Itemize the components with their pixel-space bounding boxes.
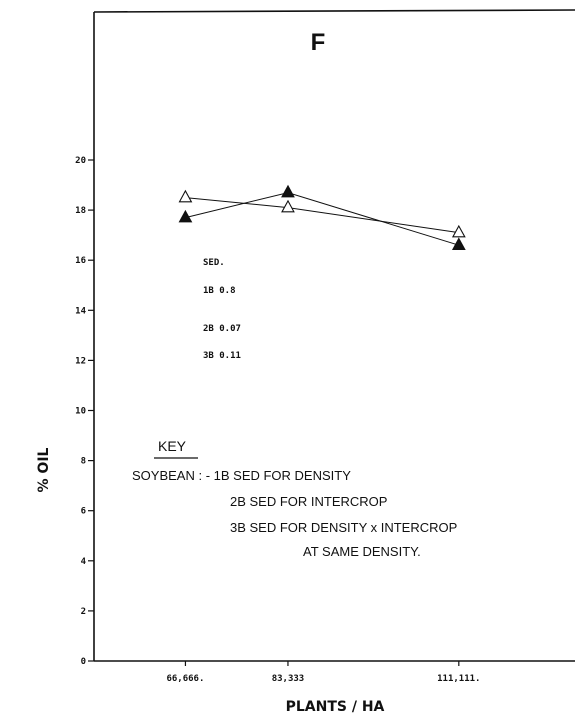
key-line-4: AT SAME DENSITY. bbox=[303, 544, 421, 559]
top-border-line bbox=[93, 9, 575, 13]
key-heading: KEY bbox=[158, 438, 187, 454]
y-tick-label: 18 bbox=[75, 206, 86, 216]
sed-block: SED. 1B 0.8 2B 0.07 3B 0.11 bbox=[203, 258, 241, 361]
y-tick-label: 10 bbox=[75, 407, 86, 417]
y-tick-label: 2 bbox=[81, 607, 86, 617]
x-axis-title: PLANTS / HA bbox=[286, 699, 385, 715]
sed-row-3b: 3B 0.11 bbox=[203, 351, 241, 361]
y-tick-label: 6 bbox=[81, 507, 86, 517]
y-tick-label: 16 bbox=[75, 256, 86, 266]
x-tick-label: 66,666. bbox=[166, 674, 204, 684]
y-tick-label: 20 bbox=[75, 156, 86, 166]
series-layer bbox=[178, 184, 466, 250]
sed-heading: SED. bbox=[203, 258, 225, 268]
y-ticks: 0 2 4 6 8 10 12 14 16 18 20 bbox=[75, 156, 94, 667]
y-axis-title: % OIL bbox=[36, 447, 52, 492]
y-tick-label: 12 bbox=[75, 356, 86, 366]
plot-frame bbox=[93, 9, 575, 662]
y-tick-label: 0 bbox=[81, 657, 86, 667]
open-triangle-point bbox=[451, 224, 466, 238]
y-tick-label: 4 bbox=[81, 557, 87, 567]
filled-triangle-point bbox=[281, 184, 295, 198]
key-line-3: 3B SED FOR DENSITY x INTERCROP bbox=[230, 520, 457, 535]
y-tick-label: 14 bbox=[75, 306, 86, 316]
panel-letter: F bbox=[311, 29, 326, 56]
key-block: KEY SOYBEAN : - 1B SED FOR DENSITY 2B SE… bbox=[132, 438, 457, 559]
x-tick-label: 111,111. bbox=[437, 674, 480, 684]
key-line-1: SOYBEAN : - 1B SED FOR DENSITY bbox=[132, 468, 351, 483]
series-line-2 bbox=[185, 192, 459, 246]
x-ticks: 66,666. 83,333 111,111. bbox=[166, 661, 480, 684]
sed-row-2b: 2B 0.07 bbox=[203, 324, 241, 334]
open-triangle-point bbox=[178, 189, 193, 203]
filled-triangle-point bbox=[178, 209, 193, 223]
filled-triangle-point bbox=[451, 237, 466, 250]
y-tick-label: 8 bbox=[81, 457, 86, 467]
open-triangle-point bbox=[281, 199, 295, 213]
sed-row-1b: 1B 0.8 bbox=[203, 286, 236, 296]
key-line-2: 2B SED FOR INTERCROP bbox=[230, 494, 387, 509]
x-tick-label: 83,333 bbox=[272, 674, 305, 684]
